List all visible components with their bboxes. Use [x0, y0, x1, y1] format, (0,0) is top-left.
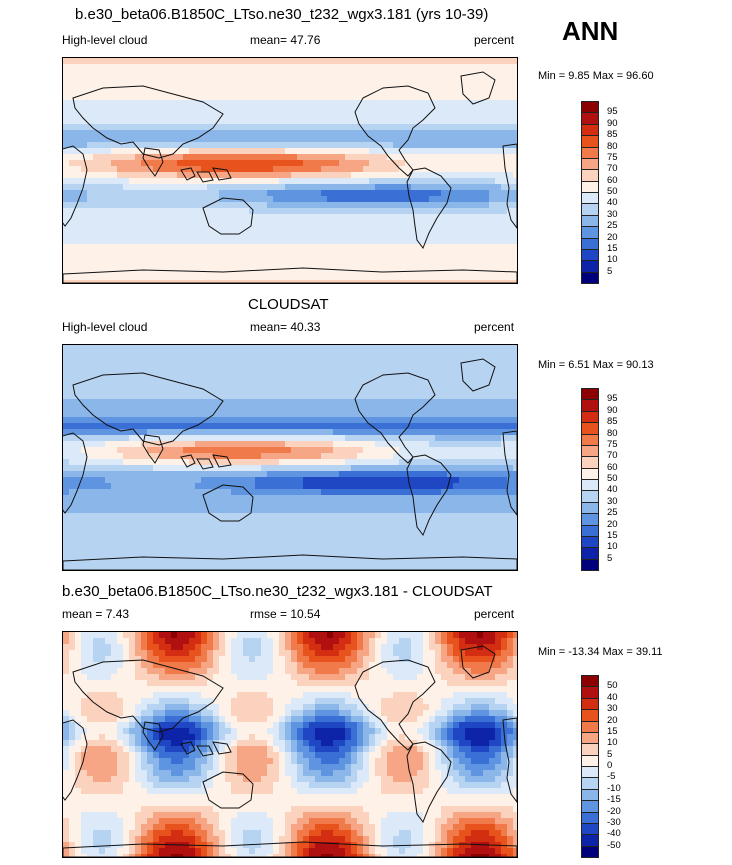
- panel-model-units-label: percent: [474, 33, 515, 47]
- colorbar-obs-tick-label: 70: [607, 450, 618, 462]
- colorbar-model-tick-label: 90: [607, 117, 618, 129]
- coastlines: [63, 645, 517, 857]
- panel-diff-units-label: percent: [474, 607, 515, 621]
- colorbar-diff-tick-label: 10: [607, 737, 618, 749]
- panel-diff-minmax: Min = -13.34 Max = 39.11: [538, 646, 663, 658]
- colorbar-obs-tick-label: 50: [607, 473, 618, 484]
- colorbar-obs-tick-label: 20: [607, 518, 618, 530]
- map-model-field: [63, 58, 517, 283]
- colorbar-diff-tick-label: 40: [607, 691, 618, 703]
- colorbar-diff-tick-label: -50: [607, 839, 621, 851]
- colorbar-model-tick-label: 15: [607, 242, 618, 254]
- colorbar-diff-swatch: [581, 845, 599, 858]
- colorbar-model-tick-label: 70: [607, 163, 618, 175]
- colorbar-obs-tick-label: 30: [607, 495, 618, 507]
- panel-diff-title: b.e30_beta06.B1850C_LTso.ne30_t232_wgx3.…: [62, 583, 493, 600]
- panel-obs-units-label: percent: [474, 320, 515, 334]
- colorbar-model: 95 90 85 80 75 70 60 50 40 30 25 20 15 10 5: [581, 101, 641, 284]
- map-diff: [62, 631, 518, 858]
- panel-diff-mean-label: mean = 7.43: [62, 607, 130, 621]
- map-obs-field: [63, 345, 517, 570]
- colorbar-obs-tick-label: 25: [607, 507, 618, 519]
- colorbar-model-tick-label: 5: [607, 265, 613, 277]
- coastlines: [63, 71, 517, 283]
- page-title: b.e30_beta06.B1850C_LTso.ne30_t232_wgx3.…: [75, 6, 489, 23]
- colorbar-diff-tick-label: 30: [607, 703, 618, 715]
- colorbar-diff-tick-label: -40: [607, 828, 621, 840]
- map-diff-field: [63, 632, 517, 857]
- panel-obs-minmax: Min = 6.51 Max = 90.13: [538, 359, 654, 371]
- colorbar-diff-tick-label: -15: [607, 794, 621, 806]
- colorbar-obs-tick-label: 75: [607, 438, 618, 450]
- colorbar-obs: 95 90 85 80 75 70 60 50 40 30 25 20 15 10 5: [581, 388, 641, 571]
- colorbar-diff-tick-label: 5: [607, 748, 613, 760]
- colorbar-model-tick-label: 80: [607, 140, 618, 152]
- panel-model-minmax: Min = 9.85 Max = 96.60: [538, 70, 654, 82]
- panel-obs-variable-label: High-level cloud: [62, 320, 148, 334]
- colorbar-model-tick-label: 95: [607, 106, 618, 118]
- colorbar-obs-tick-label: 15: [607, 529, 618, 541]
- colorbar-diff-tick-label: 50: [607, 680, 618, 692]
- colorbar-obs-tick-label: 40: [607, 484, 618, 496]
- colorbar-model-tick-label: 50: [607, 186, 618, 197]
- colorbar-obs-swatch: [581, 558, 599, 571]
- season-label: ANN: [562, 16, 619, 46]
- colorbar-model-tick-label: 40: [607, 197, 618, 209]
- panel-diff-rmse-label: rmse = 10.54: [250, 607, 321, 621]
- panel-obs-mean-label: mean= 40.33: [250, 320, 321, 334]
- colorbar-obs-tick-label: 10: [607, 541, 618, 553]
- colorbar-model-tick-label: 75: [607, 151, 618, 163]
- colorbar-diff-tick-label: 15: [607, 725, 618, 737]
- colorbar-model-tick-label: 60: [607, 174, 618, 186]
- colorbar-obs-tick-label: 90: [607, 404, 618, 416]
- colorbar-diff-tick-label: -5: [607, 771, 616, 783]
- colorbar-diff-tick-label: 20: [607, 714, 618, 726]
- colorbar-model-tick-label: 10: [607, 254, 618, 266]
- panel-model-mean-label: mean= 47.76: [250, 33, 321, 47]
- colorbar-model-tick-label: 85: [607, 129, 618, 141]
- colorbar-model-swatch: [581, 271, 599, 284]
- colorbar-model-tick-label: 25: [607, 220, 618, 232]
- map-obs: [62, 344, 518, 571]
- colorbar-diff-tick-label: -30: [607, 816, 621, 828]
- colorbar-model-tick-label: 30: [607, 208, 618, 220]
- colorbar-diff: 50 40 30 20 15 10 5 0 -5 -10 -15 -20 -30 -40 -50: [581, 675, 641, 858]
- colorbar-obs-tick-label: 95: [607, 393, 618, 405]
- colorbar-diff-tick-label: -20: [607, 805, 621, 817]
- colorbar-obs-tick-label: 60: [607, 461, 618, 473]
- panel-model-variable-label: High-level cloud: [62, 33, 148, 47]
- colorbar-diff-tick-label: -10: [607, 782, 621, 794]
- map-model: [62, 57, 518, 284]
- colorbar-diff-tick-label: 0: [607, 760, 613, 771]
- coastlines: [63, 358, 517, 570]
- colorbar-model-tick-label: 20: [607, 231, 618, 243]
- colorbar-obs-tick-label: 80: [607, 427, 618, 439]
- colorbar-obs-tick-label: 5: [607, 552, 613, 564]
- panel-obs-title: CLOUDSAT: [248, 296, 329, 313]
- colorbar-obs-tick-label: 85: [607, 416, 618, 428]
